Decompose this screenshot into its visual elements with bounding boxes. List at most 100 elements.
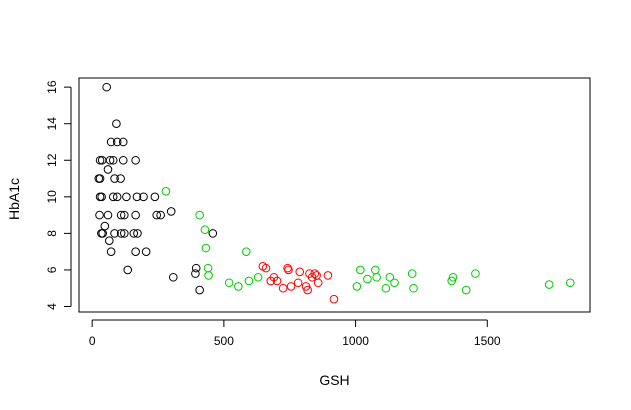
x-tick-label: 1000 bbox=[342, 334, 369, 348]
y-axis: 4 6 8 10 12 14 16 bbox=[45, 80, 72, 310]
data-point-series-1 bbox=[116, 229, 126, 238]
data-point-series-1 bbox=[133, 229, 142, 238]
data-point-series-1 bbox=[120, 229, 129, 238]
data-point-series-1 bbox=[120, 210, 129, 220]
data-point-series-2 bbox=[200, 225, 210, 235]
data-point-series-1 bbox=[129, 229, 139, 238]
data-point-series-2 bbox=[461, 285, 471, 295]
data-point-series-3 bbox=[313, 278, 323, 288]
data-point-series-2 bbox=[195, 210, 204, 220]
data-point-series-1 bbox=[112, 119, 121, 129]
data-point-series-1 bbox=[208, 229, 218, 238]
data-point-series-2 bbox=[407, 269, 417, 278]
data-point-series-1 bbox=[100, 221, 110, 231]
data-point-series-1 bbox=[116, 174, 125, 183]
data-point-series-2 bbox=[372, 272, 381, 282]
data-point-series-3 bbox=[261, 263, 271, 273]
data-point-series-1 bbox=[166, 207, 176, 216]
x-tick-label: 500 bbox=[214, 334, 234, 348]
data-point-series-3 bbox=[310, 269, 320, 278]
data-point-series-1 bbox=[116, 210, 126, 220]
data-point-series-2 bbox=[385, 272, 395, 282]
x-axis-title: GSH bbox=[319, 372, 349, 388]
data-point-series-2 bbox=[234, 282, 243, 291]
data-point-series-1 bbox=[131, 247, 140, 256]
data-point-series-1 bbox=[97, 192, 106, 202]
data-point-series-1 bbox=[102, 82, 111, 92]
data-point-series-2 bbox=[381, 283, 391, 293]
data-point-series-1 bbox=[131, 210, 140, 220]
data-point-series-2 bbox=[161, 187, 171, 196]
data-point-series-2 bbox=[201, 243, 211, 253]
data-point-series-3 bbox=[286, 282, 296, 291]
data-point-series-2 bbox=[203, 263, 213, 273]
data-point-series-1 bbox=[108, 155, 118, 165]
data-points bbox=[94, 82, 575, 304]
data-point-series-2 bbox=[244, 276, 254, 286]
data-point-series-1 bbox=[123, 265, 133, 275]
data-point-series-1 bbox=[95, 210, 104, 220]
y-axis-title: HbA1c bbox=[6, 178, 22, 220]
data-point-series-3 bbox=[329, 294, 339, 304]
data-point-series-2 bbox=[390, 278, 399, 288]
data-point-series-3 bbox=[278, 283, 288, 293]
data-point-series-1 bbox=[132, 192, 142, 202]
data-point-series-1 bbox=[131, 155, 140, 165]
data-point-series-1 bbox=[139, 192, 148, 202]
data-point-series-1 bbox=[168, 272, 178, 282]
x-tick-label: 0 bbox=[89, 334, 96, 348]
data-point-series-1 bbox=[110, 229, 119, 238]
plot-border bbox=[78, 77, 591, 313]
y-tick-label: 16 bbox=[45, 80, 59, 94]
data-point-series-1 bbox=[106, 137, 116, 147]
data-point-series-1 bbox=[118, 137, 128, 147]
data-point-series-2 bbox=[356, 265, 365, 275]
y-tick-label: 12 bbox=[45, 153, 59, 167]
data-point-series-3 bbox=[293, 278, 303, 288]
data-point-series-1 bbox=[103, 210, 113, 220]
data-point-series-2 bbox=[253, 272, 263, 282]
data-point-series-1 bbox=[195, 285, 204, 295]
data-point-series-1 bbox=[106, 247, 116, 256]
plot-frame bbox=[78, 77, 591, 313]
y-tick-label: 14 bbox=[45, 117, 59, 131]
data-point-series-2 bbox=[544, 280, 554, 289]
data-point-series-2 bbox=[352, 282, 362, 291]
data-point-series-2 bbox=[224, 278, 234, 288]
data-point-series-2 bbox=[204, 271, 213, 280]
data-point-series-3 bbox=[295, 267, 305, 277]
data-point-series-1 bbox=[150, 192, 160, 202]
data-point-series-1 bbox=[112, 137, 122, 147]
data-point-series-1 bbox=[122, 192, 131, 202]
data-point-series-3 bbox=[284, 265, 293, 275]
data-point-series-2 bbox=[471, 269, 480, 278]
data-point-series-3 bbox=[272, 276, 282, 286]
y-tick-label: 10 bbox=[45, 190, 59, 204]
y-tick-label: 8 bbox=[45, 230, 59, 237]
data-point-series-1 bbox=[191, 263, 201, 273]
data-point-series-1 bbox=[95, 155, 105, 165]
data-point-series-1 bbox=[118, 155, 128, 165]
data-point-series-1 bbox=[108, 192, 118, 202]
y-tick-label: 6 bbox=[45, 266, 59, 273]
data-point-series-1 bbox=[95, 174, 105, 183]
data-point-series-2 bbox=[371, 265, 380, 275]
data-point-series-3 bbox=[303, 285, 312, 295]
data-point-series-2 bbox=[448, 272, 458, 282]
data-point-series-3 bbox=[323, 271, 333, 280]
data-point-series-1 bbox=[156, 210, 165, 220]
data-point-series-2 bbox=[409, 283, 418, 293]
x-tick-label: 1500 bbox=[474, 334, 501, 348]
data-point-series-2 bbox=[241, 247, 251, 256]
data-point-series-3 bbox=[312, 271, 321, 280]
data-point-series-1 bbox=[110, 174, 119, 183]
data-point-series-2 bbox=[363, 274, 372, 284]
data-point-series-1 bbox=[141, 247, 151, 256]
data-point-series-1 bbox=[152, 210, 162, 220]
x-axis: 0 500 1000 1500 bbox=[89, 319, 501, 348]
data-point-series-1 bbox=[112, 192, 122, 202]
y-tick-label: 4 bbox=[45, 303, 59, 310]
data-point-series-1 bbox=[191, 269, 200, 278]
data-point-series-2 bbox=[565, 278, 575, 288]
